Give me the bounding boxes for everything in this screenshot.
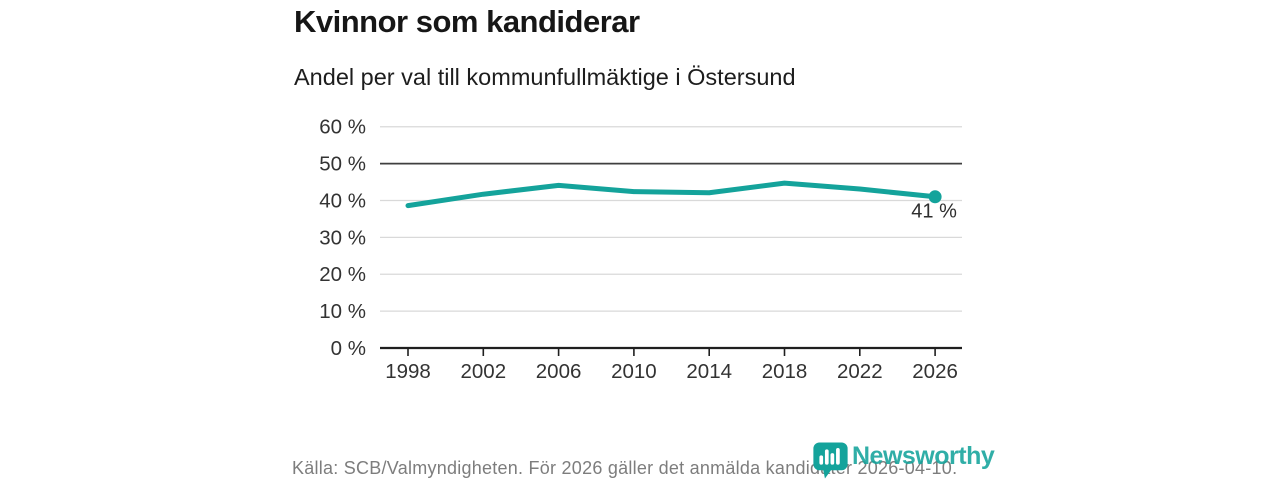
newsworthy-logo-icon <box>813 442 848 479</box>
x-tick-label: 2006 <box>536 360 582 383</box>
y-tick-label: 10 % <box>319 300 366 323</box>
x-tick-label: 2002 <box>460 360 506 383</box>
y-tick-label: 40 % <box>319 189 366 212</box>
y-tick-label: 60 % <box>319 116 366 139</box>
data-point-label: 41 % <box>911 200 957 222</box>
data-line <box>405 180 938 209</box>
x-tick-label: 2014 <box>686 360 732 383</box>
y-tick-label: 20 % <box>319 263 366 286</box>
chart-title: Kvinnor som kandiderar <box>294 4 640 39</box>
x-tick-label: 1998 <box>385 360 431 383</box>
y-tick-label: 0 % <box>331 337 366 360</box>
y-tick-label: 30 % <box>319 226 366 249</box>
x-tick-label: 2010 <box>611 360 657 383</box>
data-point-marker <box>928 190 942 204</box>
newsworthy-logo[interactable]: Newsworthy <box>812 441 995 480</box>
x-tick-label: 2022 <box>837 360 883 383</box>
source-note: Källa: SCB/Valmyndigheten. För 2026 gäll… <box>292 458 958 478</box>
chart-subtitle: Andel per val till kommunfullmäktige i Ö… <box>294 64 796 90</box>
x-tick-label: 2018 <box>762 360 808 383</box>
x-tick-label: 2026 <box>912 360 958 383</box>
y-tick-label: 50 % <box>319 153 366 176</box>
line-chart: 0 % 10 % 20 % 30 % 40 % 50 % 60 % 1998 2002 2006 2… <box>319 116 962 383</box>
newsworthy-wordmark: Newsworthy <box>852 442 995 470</box>
